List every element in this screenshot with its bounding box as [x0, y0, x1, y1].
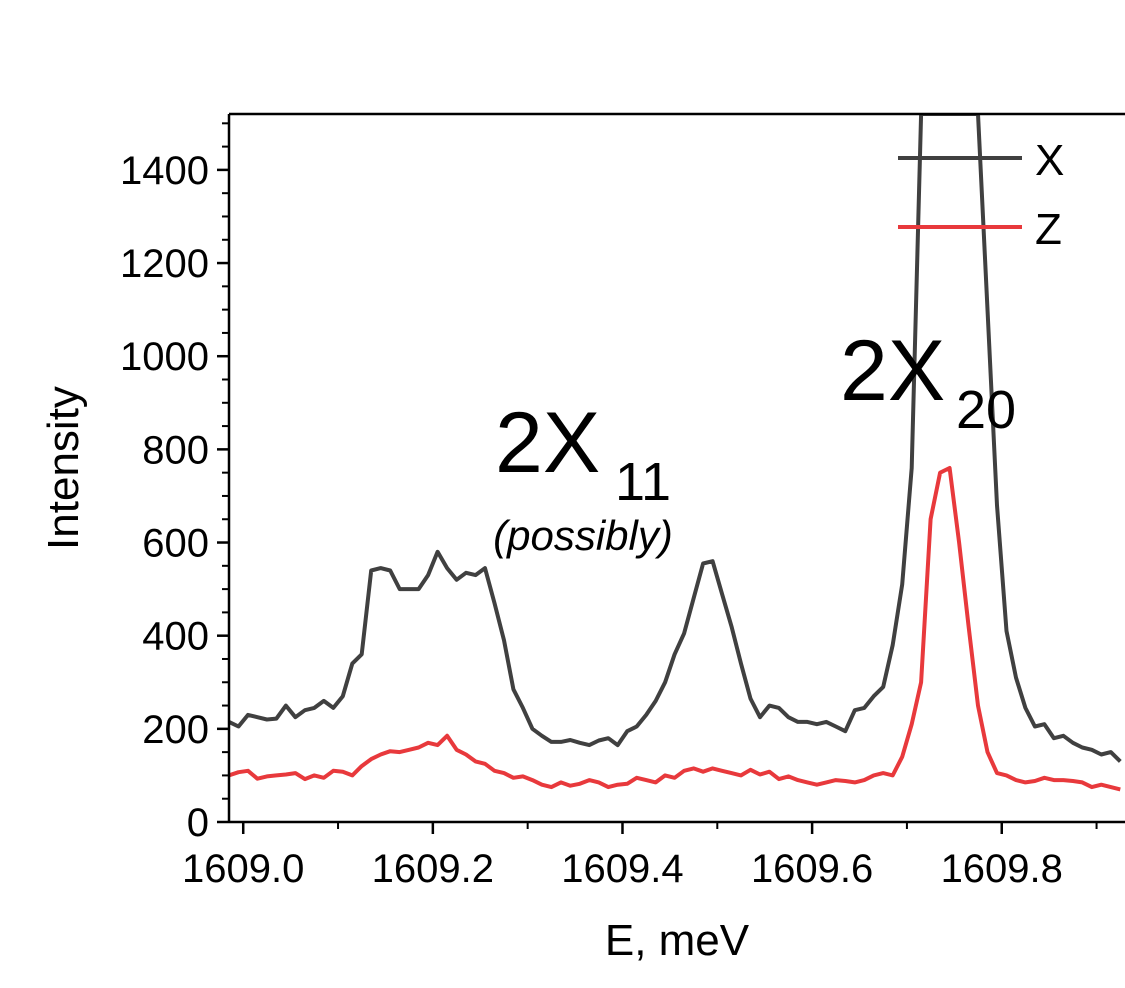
- y-tick-label: 0: [187, 801, 209, 845]
- y-tick-label: 1200: [120, 242, 209, 286]
- y-tick-label: 200: [142, 708, 209, 752]
- annotation-2x11: 2X 11 (possibly): [493, 395, 673, 559]
- y-tick-label: 800: [142, 428, 209, 472]
- series-layer: [229, 114, 1122, 792]
- x-ticks: 1609.0 1609.2 1609.4 1609.6 1609.8: [182, 822, 1098, 891]
- y-tick-label: 400: [142, 615, 209, 659]
- x-tick-label: 1609.6: [751, 847, 873, 891]
- legend-label-z: Z: [1035, 205, 1062, 254]
- legend: X Z: [898, 136, 1064, 254]
- annotation-2x11-sub: 11: [615, 452, 671, 512]
- annotation-2x20-main: 2X: [840, 323, 945, 419]
- series-line-x: [229, 114, 1122, 763]
- annotation-2x11-note: (possibly): [493, 512, 673, 559]
- y-ticks: 0 200 400 600 800 1000 1200 1400: [120, 122, 229, 845]
- x-tick-label: 1609.2: [372, 847, 494, 891]
- series-line-z: [229, 466, 1121, 792]
- annotation-2x11-main: 2X: [495, 395, 600, 491]
- y-tick-label: 600: [142, 522, 209, 566]
- y-tick-label: 1400: [120, 149, 209, 193]
- annotation-2x20: 2X 20: [840, 323, 1016, 440]
- x-tick-label: 1609.4: [561, 847, 683, 891]
- x-tick-label: 1609.8: [941, 847, 1063, 891]
- x-tick-label: 1609.0: [182, 847, 304, 891]
- y-axis-title: Intensity: [39, 386, 88, 550]
- legend-label-x: X: [1035, 136, 1064, 185]
- x-axis-title: E, meV: [605, 916, 750, 965]
- y-tick-label: 1000: [120, 335, 209, 379]
- annotation-2x20-sub: 20: [956, 380, 1016, 440]
